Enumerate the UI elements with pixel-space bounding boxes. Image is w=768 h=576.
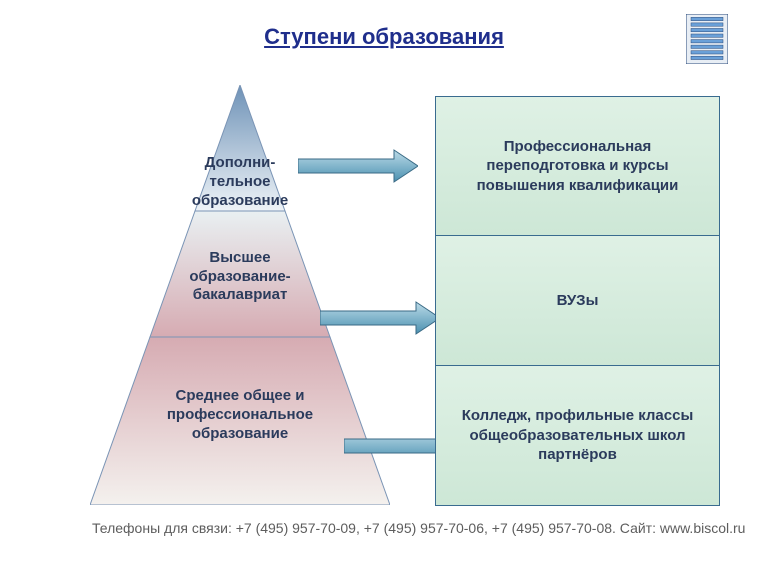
arrow-2 — [320, 298, 440, 343]
pyramid-bot-label: Среднее общее ипрофессиональноеобразован… — [140, 387, 340, 443]
info-box-3-text: Колледж, профильные классы общеобразоват… — [446, 406, 709, 465]
pyramid-top-label: Дополни-тельноеобразование — [185, 154, 295, 210]
arrow-1 — [298, 146, 418, 191]
info-box-1-text: Профессиональная переподготовка и курсы … — [446, 137, 709, 196]
info-box-2-text: ВУЗы — [557, 291, 599, 311]
info-boxes: Профессиональная переподготовка и курсы … — [435, 96, 720, 506]
stacked-bars-svg — [686, 14, 728, 64]
footer-contact: Телефоны для связи: +7 (495) 957-70-09, … — [92, 520, 745, 536]
info-box-1: Профессиональная переподготовка и курсы … — [435, 96, 720, 236]
page-title: Ступени образования — [0, 24, 768, 50]
pyramid-mid-label: Высшееобразование-бакалавриат — [160, 249, 320, 305]
stacked-bars-icon — [686, 14, 728, 69]
info-box-3: Колледж, профильные классы общеобразоват… — [435, 366, 720, 506]
info-box-2: ВУЗы — [435, 236, 720, 366]
